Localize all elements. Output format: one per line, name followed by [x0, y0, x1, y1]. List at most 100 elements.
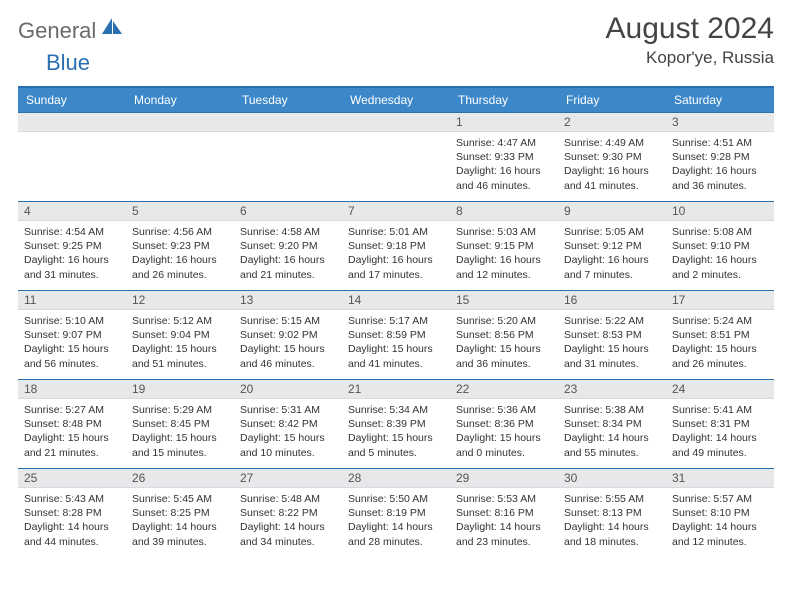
- day-number: 8: [450, 202, 558, 221]
- day-cell: 31Sunrise: 5:57 AMSunset: 8:10 PMDayligh…: [666, 469, 774, 557]
- dow-saturday: Saturday: [666, 88, 774, 112]
- day-body: Sunrise: 5:12 AMSunset: 9:04 PMDaylight:…: [126, 310, 234, 377]
- day-cell: [18, 113, 126, 201]
- day-cell: 14Sunrise: 5:17 AMSunset: 8:59 PMDayligh…: [342, 291, 450, 379]
- day-number: 6: [234, 202, 342, 221]
- sunset-text: Sunset: 8:31 PM: [672, 417, 768, 431]
- sunrise-text: Sunrise: 4:47 AM: [456, 136, 552, 150]
- sunset-text: Sunset: 8:13 PM: [564, 506, 660, 520]
- sunset-text: Sunset: 9:10 PM: [672, 239, 768, 253]
- day-cell: 7Sunrise: 5:01 AMSunset: 9:18 PMDaylight…: [342, 202, 450, 290]
- day-body: [342, 132, 450, 142]
- daylight-text: Daylight: 15 hours and 41 minutes.: [348, 342, 444, 370]
- daylight-text: Daylight: 16 hours and 41 minutes.: [564, 164, 660, 192]
- sunrise-text: Sunrise: 4:49 AM: [564, 136, 660, 150]
- daylight-text: Daylight: 14 hours and 44 minutes.: [24, 520, 120, 548]
- sunrise-text: Sunrise: 5:31 AM: [240, 403, 336, 417]
- sunset-text: Sunset: 8:42 PM: [240, 417, 336, 431]
- daylight-text: Daylight: 14 hours and 12 minutes.: [672, 520, 768, 548]
- day-cell: 26Sunrise: 5:45 AMSunset: 8:25 PMDayligh…: [126, 469, 234, 557]
- sunrise-text: Sunrise: 5:20 AM: [456, 314, 552, 328]
- sunset-text: Sunset: 9:25 PM: [24, 239, 120, 253]
- day-cell: 24Sunrise: 5:41 AMSunset: 8:31 PMDayligh…: [666, 380, 774, 468]
- sunrise-text: Sunrise: 5:01 AM: [348, 225, 444, 239]
- daylight-text: Daylight: 16 hours and 26 minutes.: [132, 253, 228, 281]
- daylight-text: Daylight: 16 hours and 21 minutes.: [240, 253, 336, 281]
- sunset-text: Sunset: 8:56 PM: [456, 328, 552, 342]
- day-body: Sunrise: 5:17 AMSunset: 8:59 PMDaylight:…: [342, 310, 450, 377]
- sunset-text: Sunset: 8:53 PM: [564, 328, 660, 342]
- sunrise-text: Sunrise: 5:27 AM: [24, 403, 120, 417]
- day-number: 29: [450, 469, 558, 488]
- daylight-text: Daylight: 15 hours and 46 minutes.: [240, 342, 336, 370]
- daylight-text: Daylight: 14 hours and 39 minutes.: [132, 520, 228, 548]
- day-cell: 3Sunrise: 4:51 AMSunset: 9:28 PMDaylight…: [666, 113, 774, 201]
- sunset-text: Sunset: 8:22 PM: [240, 506, 336, 520]
- week-row: 1Sunrise: 4:47 AMSunset: 9:33 PMDaylight…: [18, 112, 774, 201]
- daylight-text: Daylight: 15 hours and 21 minutes.: [24, 431, 120, 459]
- day-body: Sunrise: 5:41 AMSunset: 8:31 PMDaylight:…: [666, 399, 774, 466]
- day-body: Sunrise: 4:58 AMSunset: 9:20 PMDaylight:…: [234, 221, 342, 288]
- sunrise-text: Sunrise: 5:50 AM: [348, 492, 444, 506]
- day-number: 9: [558, 202, 666, 221]
- sunrise-text: Sunrise: 5:12 AM: [132, 314, 228, 328]
- day-cell: 27Sunrise: 5:48 AMSunset: 8:22 PMDayligh…: [234, 469, 342, 557]
- sunset-text: Sunset: 8:19 PM: [348, 506, 444, 520]
- day-number: 14: [342, 291, 450, 310]
- sunset-text: Sunset: 9:18 PM: [348, 239, 444, 253]
- day-cell: 9Sunrise: 5:05 AMSunset: 9:12 PMDaylight…: [558, 202, 666, 290]
- day-body: Sunrise: 5:15 AMSunset: 9:02 PMDaylight:…: [234, 310, 342, 377]
- sunset-text: Sunset: 9:02 PM: [240, 328, 336, 342]
- sunrise-text: Sunrise: 4:54 AM: [24, 225, 120, 239]
- dow-thursday: Thursday: [450, 88, 558, 112]
- daylight-text: Daylight: 15 hours and 56 minutes.: [24, 342, 120, 370]
- day-number: 16: [558, 291, 666, 310]
- daylight-text: Daylight: 14 hours and 34 minutes.: [240, 520, 336, 548]
- sunrise-text: Sunrise: 5:22 AM: [564, 314, 660, 328]
- day-body: Sunrise: 5:03 AMSunset: 9:15 PMDaylight:…: [450, 221, 558, 288]
- day-body: Sunrise: 5:20 AMSunset: 8:56 PMDaylight:…: [450, 310, 558, 377]
- day-number: 23: [558, 380, 666, 399]
- day-body: Sunrise: 5:27 AMSunset: 8:48 PMDaylight:…: [18, 399, 126, 466]
- day-number: 12: [126, 291, 234, 310]
- sunrise-text: Sunrise: 4:58 AM: [240, 225, 336, 239]
- day-cell: 17Sunrise: 5:24 AMSunset: 8:51 PMDayligh…: [666, 291, 774, 379]
- daylight-text: Daylight: 14 hours and 18 minutes.: [564, 520, 660, 548]
- sunset-text: Sunset: 8:39 PM: [348, 417, 444, 431]
- daylight-text: Daylight: 16 hours and 12 minutes.: [456, 253, 552, 281]
- day-cell: 10Sunrise: 5:08 AMSunset: 9:10 PMDayligh…: [666, 202, 774, 290]
- day-number: 25: [18, 469, 126, 488]
- day-cell: 18Sunrise: 5:27 AMSunset: 8:48 PMDayligh…: [18, 380, 126, 468]
- day-body: Sunrise: 5:55 AMSunset: 8:13 PMDaylight:…: [558, 488, 666, 555]
- day-number: 15: [450, 291, 558, 310]
- sunset-text: Sunset: 9:12 PM: [564, 239, 660, 253]
- sunrise-text: Sunrise: 5:10 AM: [24, 314, 120, 328]
- day-body: Sunrise: 5:29 AMSunset: 8:45 PMDaylight:…: [126, 399, 234, 466]
- day-cell: 5Sunrise: 4:56 AMSunset: 9:23 PMDaylight…: [126, 202, 234, 290]
- day-body: [18, 132, 126, 142]
- location: Kopor'ye, Russia: [606, 48, 774, 68]
- day-cell: 13Sunrise: 5:15 AMSunset: 9:02 PMDayligh…: [234, 291, 342, 379]
- dow-tuesday: Tuesday: [234, 88, 342, 112]
- day-number: [126, 113, 234, 132]
- daylight-text: Daylight: 16 hours and 7 minutes.: [564, 253, 660, 281]
- day-number: 19: [126, 380, 234, 399]
- day-cell: 30Sunrise: 5:55 AMSunset: 8:13 PMDayligh…: [558, 469, 666, 557]
- sunrise-text: Sunrise: 5:43 AM: [24, 492, 120, 506]
- day-cell: 22Sunrise: 5:36 AMSunset: 8:36 PMDayligh…: [450, 380, 558, 468]
- daylight-text: Daylight: 14 hours and 55 minutes.: [564, 431, 660, 459]
- dow-wednesday: Wednesday: [342, 88, 450, 112]
- day-body: Sunrise: 5:36 AMSunset: 8:36 PMDaylight:…: [450, 399, 558, 466]
- sunset-text: Sunset: 8:34 PM: [564, 417, 660, 431]
- day-number: 3: [666, 113, 774, 132]
- day-number: 18: [18, 380, 126, 399]
- week-row: 4Sunrise: 4:54 AMSunset: 9:25 PMDaylight…: [18, 201, 774, 290]
- title-block: August 2024 Kopor'ye, Russia: [606, 12, 774, 68]
- day-body: Sunrise: 4:49 AMSunset: 9:30 PMDaylight:…: [558, 132, 666, 199]
- sunrise-text: Sunrise: 5:53 AM: [456, 492, 552, 506]
- day-cell: 23Sunrise: 5:38 AMSunset: 8:34 PMDayligh…: [558, 380, 666, 468]
- day-body: Sunrise: 5:45 AMSunset: 8:25 PMDaylight:…: [126, 488, 234, 555]
- day-number: 20: [234, 380, 342, 399]
- sunset-text: Sunset: 9:15 PM: [456, 239, 552, 253]
- daylight-text: Daylight: 16 hours and 31 minutes.: [24, 253, 120, 281]
